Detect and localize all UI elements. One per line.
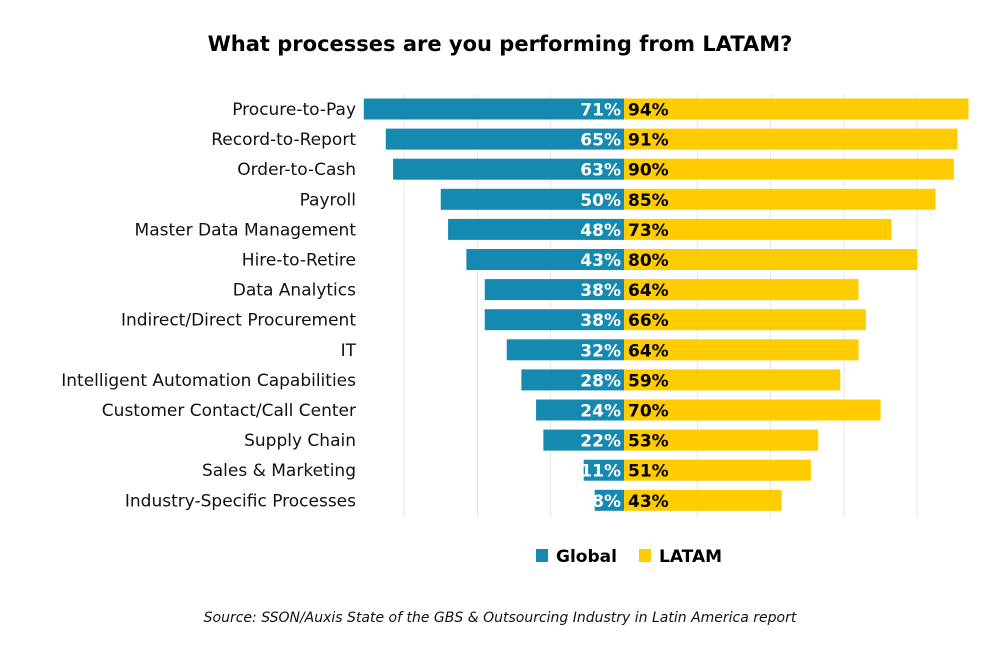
bar-latam <box>624 339 859 361</box>
data-label-global: 43% <box>580 251 621 271</box>
category-label: Intelligent Automation Capabilities <box>61 371 356 391</box>
data-label-latam: 94% <box>628 101 669 121</box>
data-label-global: 50% <box>580 191 621 211</box>
bar-global <box>363 98 624 120</box>
category-label: Record-to-Report <box>211 130 356 150</box>
category-label: Data Analytics <box>233 281 356 301</box>
bar-global <box>506 339 624 361</box>
category-label: Indirect/Direct Procurement <box>121 311 356 331</box>
category-label: Procure-to-Pay <box>232 100 356 120</box>
data-label-latam: 64% <box>628 341 669 361</box>
bar-global <box>448 218 624 240</box>
data-label-global: 24% <box>580 402 621 422</box>
category-label: Order-to-Cash <box>237 160 356 180</box>
legend-swatch-global <box>536 549 548 562</box>
category-label: Sales & Marketing <box>202 461 356 481</box>
bar-global <box>385 128 624 150</box>
data-label-latam: 59% <box>628 371 669 391</box>
bar-global <box>440 188 624 210</box>
data-label-global: 22% <box>580 432 621 452</box>
bar-global <box>466 249 624 270</box>
bar-latam <box>624 188 936 210</box>
bar-global <box>521 369 624 391</box>
data-label-global: 38% <box>580 311 621 331</box>
category-label: Customer Contact/Call Center <box>102 401 356 421</box>
category-label: Payroll <box>300 190 356 210</box>
bar-latam <box>624 369 841 391</box>
category-label: Master Data Management <box>135 220 357 240</box>
data-label-latam: 64% <box>628 281 669 301</box>
data-label-latam: 66% <box>628 311 669 331</box>
data-label-global: 71% <box>580 101 621 121</box>
data-label-global: 65% <box>580 131 621 151</box>
data-label-latam: 90% <box>628 161 669 181</box>
bar-latam <box>624 218 892 240</box>
data-label-global: 32% <box>580 341 621 361</box>
data-label-latam: 91% <box>628 131 669 151</box>
bar-global <box>543 429 624 451</box>
bar-global <box>594 489 624 511</box>
bar-latam <box>624 279 859 301</box>
data-label-latam: 80% <box>628 251 669 271</box>
data-label-latam: 51% <box>628 462 669 482</box>
data-label-global: 38% <box>580 281 621 301</box>
legend-label-latam: LATAM <box>659 547 722 567</box>
data-label-latam: 73% <box>628 221 669 241</box>
data-label-global: 11% <box>580 462 621 482</box>
bar-latam <box>624 249 918 270</box>
category-label: Industry-Specific Processes <box>125 491 356 511</box>
bar-latam <box>624 128 958 150</box>
legend-swatch-latam <box>639 549 651 562</box>
category-label: Supply Chain <box>244 431 356 451</box>
bar-latam <box>624 489 782 511</box>
data-label-global: 48% <box>580 221 621 241</box>
bar-global <box>536 399 624 421</box>
bar-latam <box>624 309 866 331</box>
bar-latam <box>624 158 954 180</box>
bar-global <box>484 309 624 331</box>
data-label-global: 63% <box>580 161 621 181</box>
bar-latam <box>624 98 969 120</box>
bar-global <box>484 279 624 301</box>
data-label-latam: 85% <box>628 191 669 211</box>
bar-latam <box>624 459 811 481</box>
bar-latam <box>624 429 819 451</box>
chart-title: What processes are you performing from L… <box>207 32 793 56</box>
data-label-global: 28% <box>580 371 621 391</box>
bar-latam <box>624 399 881 421</box>
bar-global <box>583 459 624 481</box>
data-label-latam: 53% <box>628 432 669 452</box>
category-label: Hire-to-Retire <box>242 251 356 271</box>
data-label-latam: 70% <box>628 402 669 422</box>
bar-global <box>393 158 624 180</box>
data-label-latam: 43% <box>628 492 669 512</box>
data-label-global: 8% <box>592 492 621 512</box>
source-note: Source: SSON/Auxis State of the GBS & Ou… <box>203 610 797 626</box>
legend-label-global: Global <box>556 547 617 567</box>
category-label: IT <box>341 341 357 361</box>
